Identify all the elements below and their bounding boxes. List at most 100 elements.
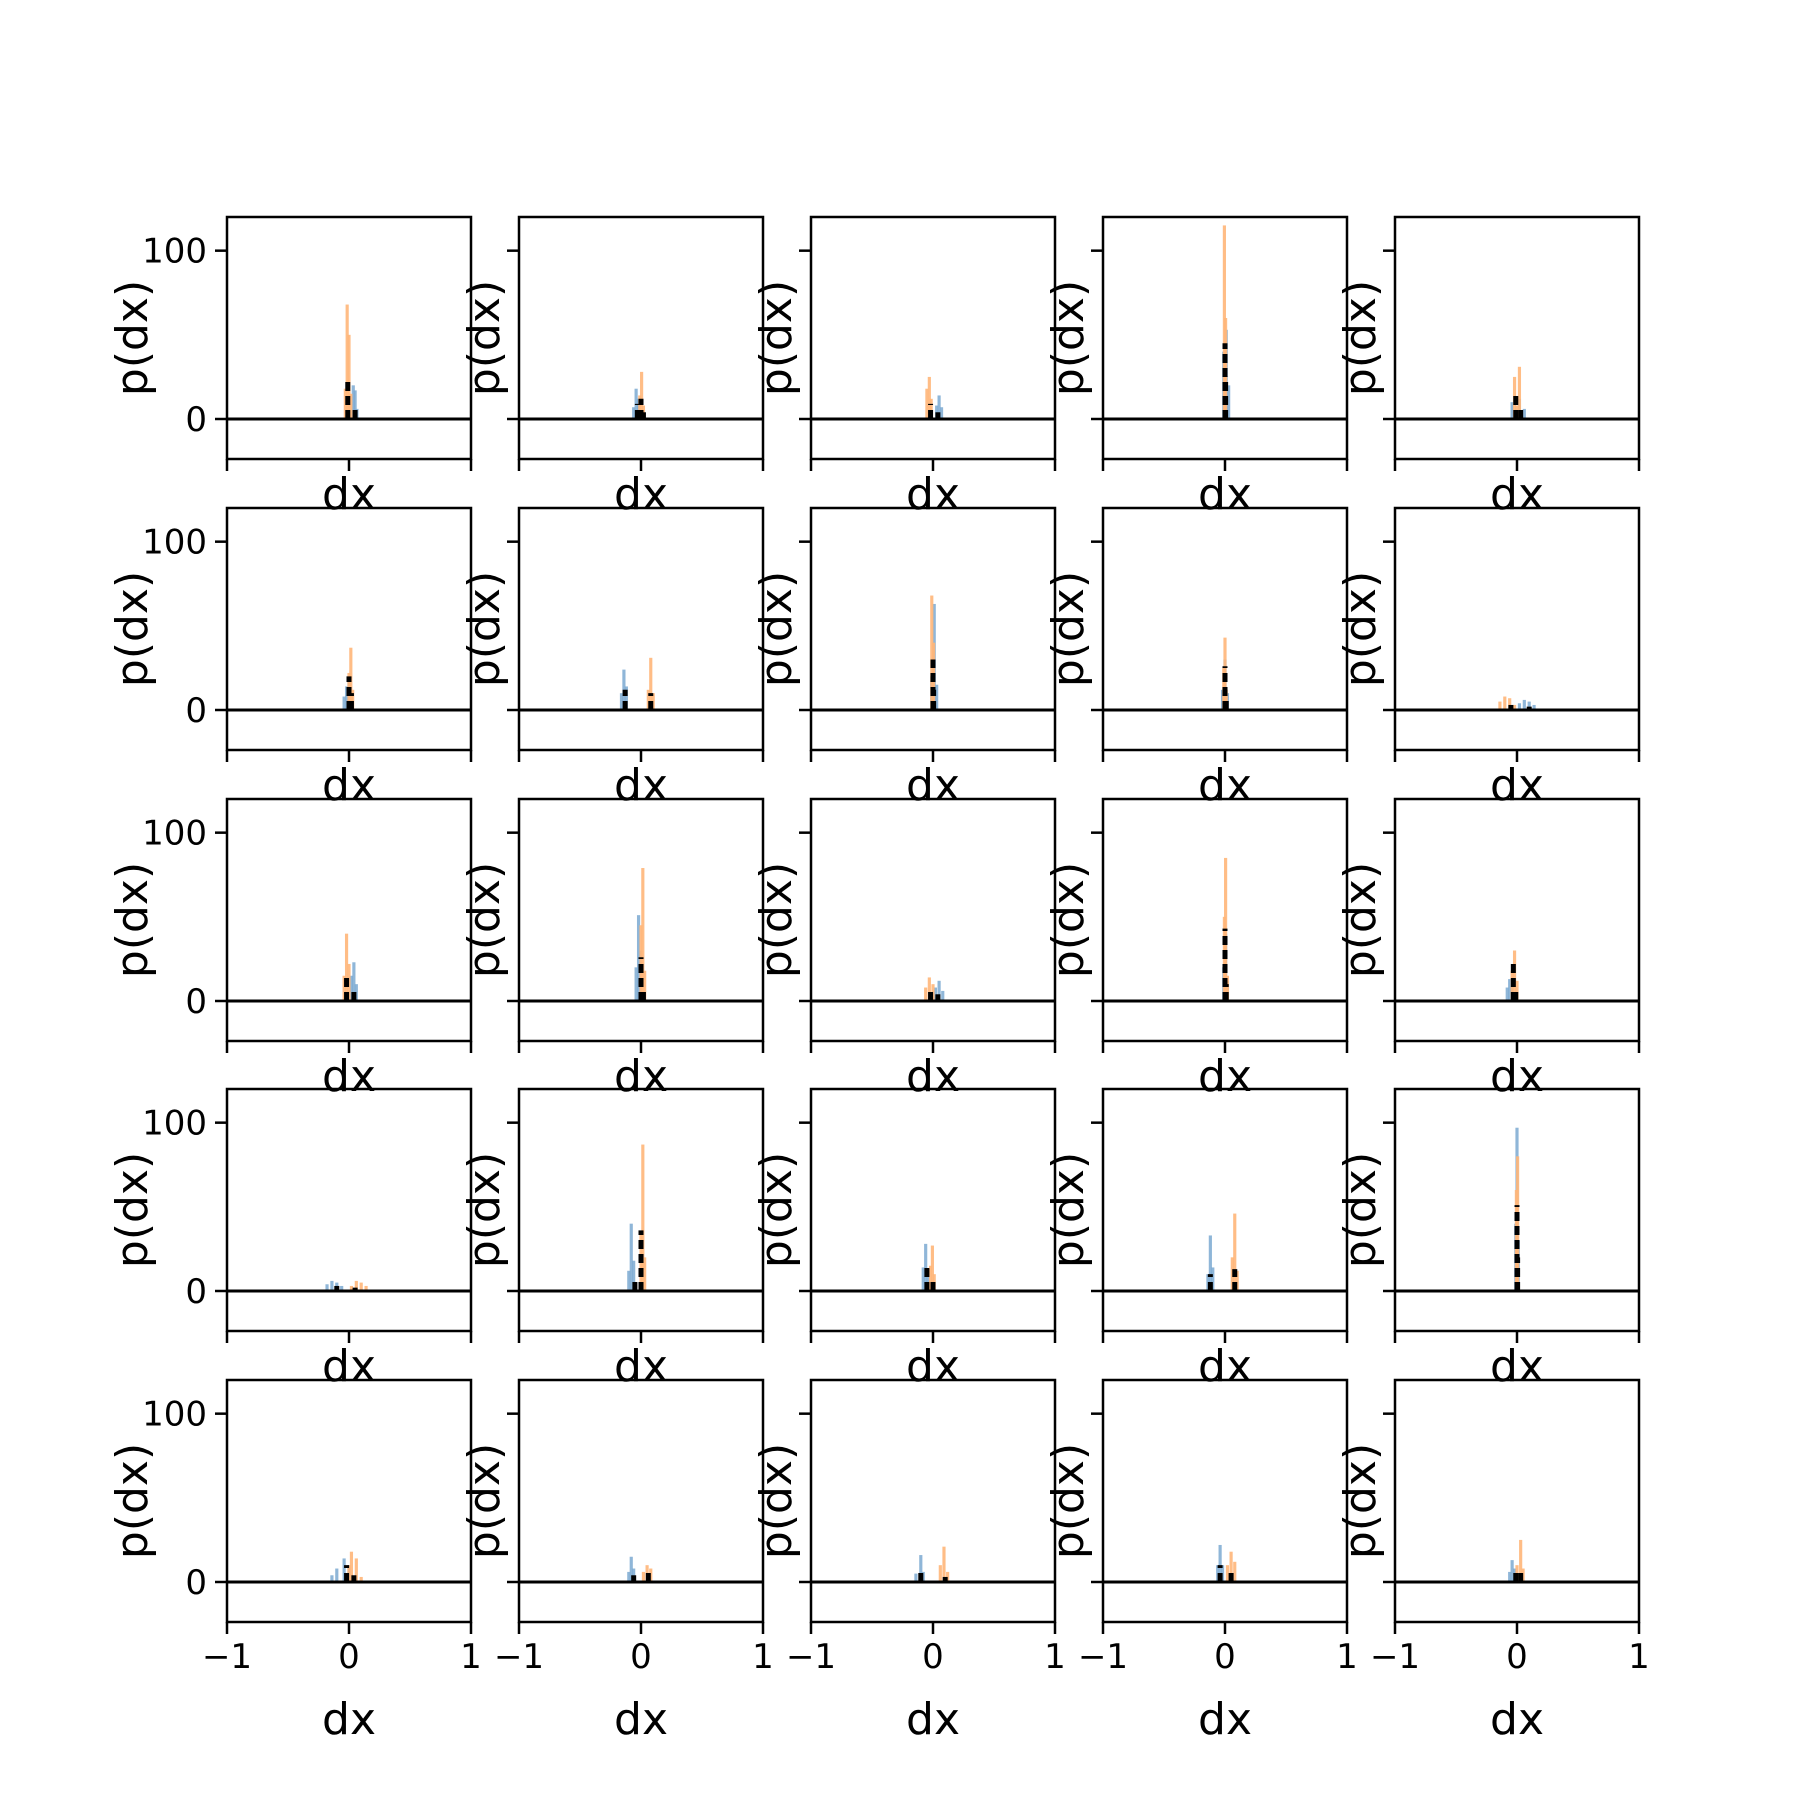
subplot-r1-c2: dx p(dx) <box>459 215 765 520</box>
x-tick-label: 0 <box>1506 1637 1528 1677</box>
x-axis-label: dx <box>614 469 668 520</box>
y-axis-label: p(dx) <box>107 1443 158 1559</box>
subplot-r1-c1: 0 100 dx p(dx) <box>107 215 473 520</box>
hist-bar-series-b <box>342 975 346 1001</box>
hist-bar-series-b <box>1233 1561 1237 1582</box>
hist-bar-series-b <box>1498 701 1502 710</box>
plot-area <box>330 1551 363 1582</box>
hist-bar-series-a <box>632 1568 636 1582</box>
subplot-r2-c4: dx p(dx) <box>1043 506 1349 811</box>
hist-bar-series-a <box>1510 1560 1514 1582</box>
hist-bar-series-b <box>1503 696 1507 710</box>
plot-area <box>342 647 355 710</box>
y-axis-label: p(dx) <box>1043 571 1094 687</box>
hist-bar-series-a <box>624 686 628 710</box>
hist-bar-series-a <box>340 1285 344 1291</box>
hist-bar-series-a <box>939 407 944 419</box>
y-tick-label: 0 <box>185 400 207 440</box>
x-axis-label: dx <box>1198 760 1252 811</box>
hist-bar-series-a <box>632 407 636 419</box>
x-axis-label: dx <box>614 1341 668 1392</box>
hist-bar-series-a <box>1218 1544 1222 1582</box>
hist-bar-series-a <box>629 1556 633 1582</box>
hist-bar-series-a <box>330 1280 334 1291</box>
x-axis-label: dx <box>614 760 668 811</box>
hist-bar-series-a <box>926 1270 930 1291</box>
hist-bar-series-b <box>942 1546 946 1582</box>
hist-bar-series-a <box>342 696 346 710</box>
hist-bar-series-a <box>1510 402 1514 419</box>
x-axis-label: dx <box>322 1694 376 1745</box>
hist-bar-series-b <box>646 689 650 710</box>
x-axis-label: dx <box>906 1051 960 1102</box>
hist-bar-series-b <box>1515 980 1519 1001</box>
axes-frame <box>809 797 1057 1043</box>
y-tick-label: 0 <box>185 1563 207 1603</box>
hist-bar-series-a <box>941 990 945 1001</box>
y-axis-label: p(dx) <box>1043 1443 1094 1559</box>
plot-area <box>1498 696 1536 710</box>
plot-area <box>930 595 939 710</box>
hist-bar-series-a <box>1227 385 1231 419</box>
hist-bar-series-b <box>1229 1551 1233 1582</box>
axes-frame <box>1101 506 1349 752</box>
y-axis-label: p(dx) <box>459 1443 510 1559</box>
plot-area <box>1514 1127 1521 1291</box>
hist-bar-series-b <box>359 1282 363 1291</box>
x-axis-label: dx <box>614 1694 668 1745</box>
hist-bar-series-a <box>937 395 941 419</box>
axes-frame <box>809 1087 1057 1333</box>
y-tick-label: 0 <box>185 691 207 731</box>
plot-area <box>1508 1539 1525 1582</box>
axes-frame <box>225 1378 473 1624</box>
y-axis-label: p(dx) <box>751 571 802 687</box>
y-axis-label: p(dx) <box>1335 280 1386 396</box>
x-tick-label: 0 <box>630 1637 652 1677</box>
hist-bar-series-a <box>1532 704 1536 710</box>
hist-bar-series-a <box>349 975 354 1001</box>
plot-area <box>1220 637 1230 710</box>
hist-bar-series-a <box>325 1284 329 1291</box>
y-axis-label: p(dx) <box>107 862 158 978</box>
y-axis-label: p(dx) <box>1043 1152 1094 1268</box>
y-axis-label: p(dx) <box>1335 571 1386 687</box>
hist-bar-series-b <box>929 398 933 419</box>
hist-bar-series-b <box>927 977 931 1001</box>
plot-area <box>325 1280 368 1291</box>
axes-frame <box>225 1087 473 1333</box>
subplot-r5-c4: −1 0 1 dx p(dx) <box>1043 1378 1358 1745</box>
plot-area <box>627 1556 653 1582</box>
hist-bar-series-a <box>353 390 357 419</box>
hist-bar-series-a <box>629 1223 633 1291</box>
y-axis-label: p(dx) <box>459 862 510 978</box>
y-axis-label: p(dx) <box>1335 1152 1386 1268</box>
x-tick-label: 1 <box>1336 1637 1358 1677</box>
hist-bar-series-b <box>649 657 653 710</box>
axes-frame <box>517 1378 765 1624</box>
x-axis-label: dx <box>906 469 960 520</box>
y-axis-label: p(dx) <box>751 1443 802 1559</box>
y-axis-label: p(dx) <box>107 1152 158 1268</box>
hist-bar-series-b <box>1224 689 1228 710</box>
hist-bar-series-b <box>643 1257 647 1291</box>
plot-area <box>634 868 647 1001</box>
x-tick-label: 0 <box>1214 1637 1236 1677</box>
hist-bar-series-b <box>640 371 644 419</box>
subplot-r5-c3: −1 0 1 dx p(dx) <box>751 1378 1066 1745</box>
plot-area <box>1206 1213 1239 1291</box>
axes-frame <box>1393 506 1641 752</box>
hist-bar-series-b <box>927 376 931 419</box>
axes-frame <box>1393 1378 1641 1624</box>
subplot-r3-c2: dx p(dx) <box>459 797 765 1102</box>
hist-bar-series-a <box>627 1571 631 1582</box>
subplot-r4-c4: dx p(dx) <box>1043 1087 1349 1392</box>
plot-area <box>627 1144 647 1291</box>
hist-bar-series-b <box>344 933 349 1001</box>
hist-bar-series-b <box>1519 1539 1523 1582</box>
hist-bar-series-a <box>937 980 941 1001</box>
hist-bar-series-b <box>1512 950 1517 1001</box>
subplot-r5-c2: −1 0 1 dx p(dx) <box>459 1378 774 1745</box>
subplot-r1-c3: dx p(dx) <box>751 215 1057 520</box>
hist-bar-series-a <box>935 684 939 710</box>
